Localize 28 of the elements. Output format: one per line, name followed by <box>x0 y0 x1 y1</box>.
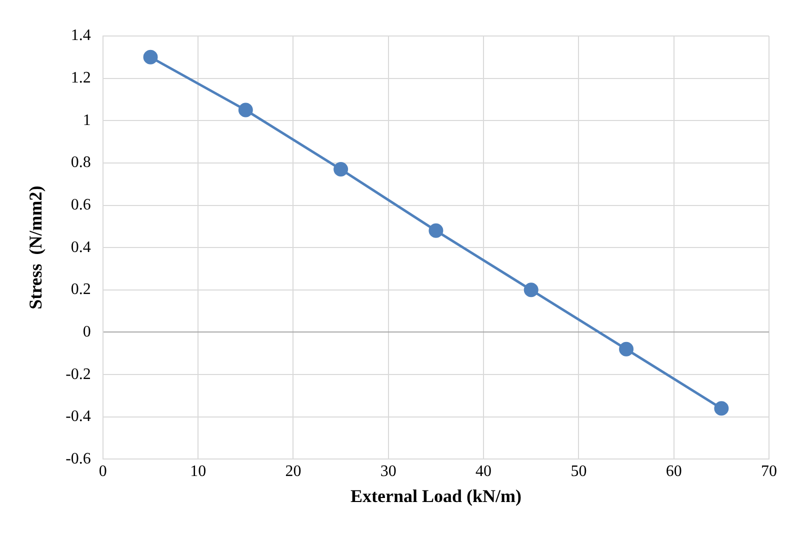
point <box>524 282 538 298</box>
x-axis-title: External Load (kN/m) <box>350 486 522 506</box>
x-tick-label: 50 <box>570 463 587 480</box>
x-tick-label: 20 <box>285 463 302 480</box>
x-tick-label: 10 <box>190 463 206 480</box>
y-tick-label: 0.6 <box>70 196 91 214</box>
y-tick-label: -0.4 <box>66 408 91 426</box>
y-axis-title: Stress (N/mm2) <box>25 186 46 310</box>
x-tick-label: 30 <box>380 463 396 480</box>
y-tick-label: 0 <box>82 323 91 340</box>
point <box>143 50 158 64</box>
x-tick-label: 40 <box>476 463 492 480</box>
x-tick-label: 70 <box>761 463 777 480</box>
point <box>714 401 729 416</box>
y-tick-label: 1 <box>82 112 91 129</box>
y-tick-label: -0.6 <box>66 450 91 468</box>
y-tick-label: -0.2 <box>66 366 91 383</box>
y-tick-label: 0.4 <box>70 238 91 256</box>
y-tick-label: 0.8 <box>70 154 91 172</box>
x-tick-label: 60 <box>666 463 682 480</box>
y-tick-label: 1.4 <box>70 27 91 44</box>
point <box>238 102 253 118</box>
point <box>428 223 444 238</box>
x-tick-label: 0 <box>98 463 107 480</box>
y-tick-label: 0.2 <box>70 281 91 298</box>
point <box>334 162 348 177</box>
y-tick-label: 1.2 <box>70 70 91 87</box>
point <box>619 342 634 356</box>
